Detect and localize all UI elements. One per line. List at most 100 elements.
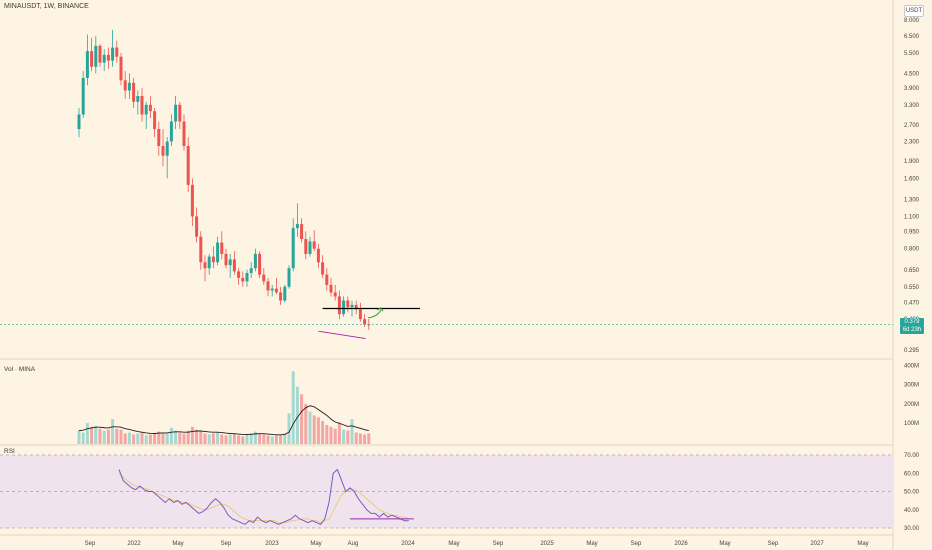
rsi-tick-label: 70.00 bbox=[904, 453, 920, 459]
volume-bar bbox=[148, 434, 152, 444]
candle bbox=[253, 253, 257, 269]
candle bbox=[337, 296, 341, 315]
candle bbox=[287, 268, 291, 287]
volume-bar bbox=[90, 426, 94, 444]
volume-bar bbox=[182, 433, 186, 444]
candle bbox=[262, 274, 266, 282]
volume-bar bbox=[178, 432, 182, 444]
volume-bar bbox=[270, 436, 274, 444]
candle bbox=[325, 274, 329, 285]
volume-bar bbox=[186, 430, 190, 444]
volume-bar bbox=[119, 429, 123, 444]
candle bbox=[115, 47, 119, 57]
candle bbox=[308, 241, 312, 254]
volume-bar bbox=[241, 436, 245, 444]
candle bbox=[274, 288, 278, 293]
candle bbox=[283, 286, 287, 301]
candle bbox=[333, 292, 337, 297]
candle bbox=[123, 80, 127, 91]
candle bbox=[220, 242, 224, 254]
volume-tick-label: 400M bbox=[904, 364, 919, 370]
candle bbox=[144, 104, 148, 115]
price-tick-label: 1.600 bbox=[904, 176, 920, 182]
candle bbox=[161, 145, 165, 156]
time-tick-label: 2022 bbox=[127, 541, 141, 547]
candle bbox=[190, 184, 194, 217]
volume-bar bbox=[203, 433, 207, 444]
volume-bar bbox=[316, 417, 320, 444]
candle bbox=[321, 262, 325, 275]
candle bbox=[186, 145, 190, 185]
axes: 8.000 6.500 5.500 4.500 3.900 3.300 2.700 2.300… bbox=[85, 18, 920, 547]
volume-bar bbox=[81, 432, 85, 444]
volume-bar bbox=[354, 432, 358, 444]
time-tick-label: 2025 bbox=[540, 541, 554, 547]
volume-bar bbox=[98, 428, 102, 444]
price-tick-label: 5.500 bbox=[904, 51, 920, 57]
volume-bar bbox=[300, 394, 304, 444]
candle bbox=[216, 242, 220, 263]
volume-bar bbox=[153, 433, 157, 444]
price-tick-label: 2.300 bbox=[904, 139, 920, 145]
volume-bar bbox=[216, 432, 220, 444]
candle bbox=[363, 319, 367, 325]
candle bbox=[329, 284, 333, 293]
volume-bar bbox=[169, 427, 173, 444]
volume-bar bbox=[325, 424, 329, 444]
time-tick-label: May bbox=[586, 541, 597, 547]
volume-bar bbox=[132, 434, 136, 444]
volume-bar bbox=[258, 433, 262, 444]
time-tick-label: May bbox=[857, 541, 868, 547]
price-tick-label: 0.470 bbox=[904, 301, 920, 307]
price-tick-label: 2.700 bbox=[904, 123, 920, 129]
volume-bar bbox=[266, 435, 270, 444]
candle bbox=[132, 82, 136, 102]
candle bbox=[136, 95, 140, 102]
candle bbox=[207, 256, 211, 269]
volume-bar bbox=[304, 403, 308, 444]
candle bbox=[174, 104, 178, 122]
candle bbox=[94, 45, 98, 67]
volume-bar bbox=[262, 434, 266, 444]
candle bbox=[119, 56, 123, 81]
volume-bar bbox=[85, 422, 89, 444]
rsi-tick-label: 30.00 bbox=[904, 526, 920, 532]
arrow-head bbox=[376, 307, 384, 312]
volume-bar bbox=[232, 433, 236, 444]
volume-bar bbox=[136, 433, 140, 444]
price-tick-label: 0.650 bbox=[904, 268, 920, 274]
volume-tick-label: 300M bbox=[904, 383, 919, 389]
volume-bar bbox=[220, 434, 224, 444]
volume-bar bbox=[157, 431, 161, 444]
candle bbox=[304, 239, 308, 254]
candle bbox=[182, 121, 186, 146]
candle bbox=[203, 262, 207, 269]
volume-bar bbox=[367, 433, 371, 444]
candle bbox=[178, 104, 182, 122]
rsi-tick-label: 40.00 bbox=[904, 508, 920, 514]
volume-bar bbox=[174, 430, 178, 444]
volume-tick-label: 200M bbox=[904, 402, 919, 408]
price-tick-label: 8.000 bbox=[904, 18, 920, 24]
volume-bar bbox=[94, 425, 98, 444]
candle bbox=[127, 82, 131, 91]
price-tick-label: 3.900 bbox=[904, 86, 920, 92]
volume-bar bbox=[111, 419, 115, 444]
time-tick-label: Sep bbox=[768, 541, 779, 547]
volume-bar bbox=[106, 429, 110, 444]
price-tick-label: 6.500 bbox=[904, 34, 920, 40]
volume-bar bbox=[333, 428, 337, 444]
candle bbox=[77, 114, 81, 130]
candles bbox=[77, 29, 371, 330]
volume-bar bbox=[253, 431, 257, 444]
candle bbox=[90, 51, 94, 67]
time-tick-label: 2023 bbox=[265, 541, 279, 547]
volume-bar bbox=[199, 431, 203, 444]
time-tick-label: May bbox=[172, 541, 183, 547]
currency-button[interactable]: USDT bbox=[904, 5, 924, 17]
candle bbox=[258, 253, 262, 275]
candle bbox=[85, 51, 89, 78]
volume-bar bbox=[291, 371, 295, 444]
current-price-badge: 0.379 bbox=[900, 318, 924, 326]
